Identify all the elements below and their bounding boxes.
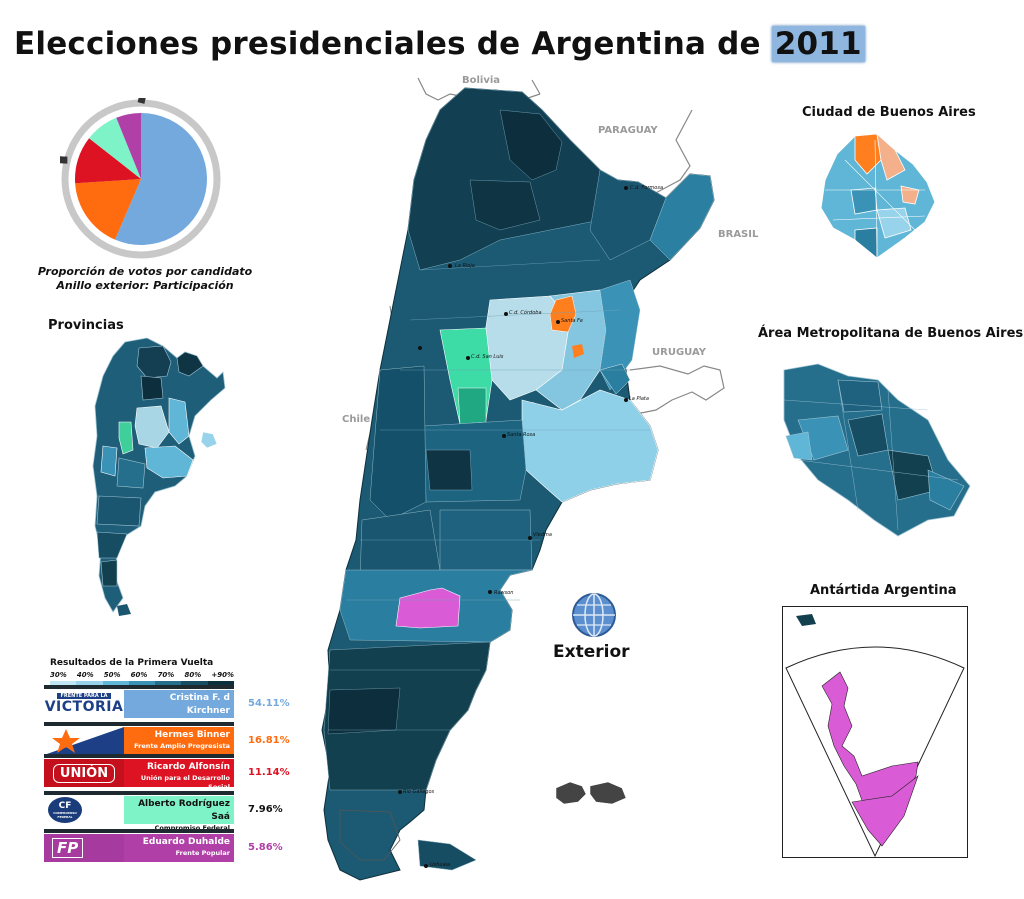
pie-caption-line2: Anillo exterior: Participación <box>56 279 234 292</box>
candidate-stripe <box>44 685 234 689</box>
country-label-brasil: BRASIL <box>718 229 759 240</box>
globe-icon <box>572 593 616 637</box>
antartida-map <box>782 606 968 858</box>
party-logo: FP <box>44 834 124 862</box>
scale-label: 60% <box>130 671 148 679</box>
candidate-stripe <box>44 722 234 726</box>
argentina-main-map <box>321 77 725 881</box>
pie-caption-line1: Proporción de votos por candidato <box>37 265 253 278</box>
pie-caption: Proporción de votos por candidato Anillo… <box>30 265 260 293</box>
antartida-label: Antártida Argentina <box>810 583 957 598</box>
scale-swatch <box>207 681 234 686</box>
amba-map <box>783 363 971 537</box>
candidate-percentage: 54.11% <box>248 698 290 709</box>
candidate-percentage: 16.81% <box>248 735 290 746</box>
caba-label: Ciudad de Buenos Aires <box>802 105 976 120</box>
pie-slices <box>75 113 208 245</box>
page-title: Elecciones presidenciales de Argentina d… <box>14 26 865 62</box>
region-buenos-aires <box>521 389 659 503</box>
candidate-row: CF COMPROMISO FEDERAL Alberto Rodríguez Sa… <box>44 791 234 832</box>
candidate-name: Alberto Rodríguez Saá <box>138 799 230 822</box>
scale-bar <box>50 681 234 686</box>
scale-swatch <box>102 681 129 686</box>
title-year: 2011 <box>771 26 865 62</box>
title-text: Elecciones presidenciales de Argentina d… <box>14 26 761 62</box>
scale-labels: 30% 40% 50% 60% 70% 80% +90% <box>50 671 234 679</box>
party-logo-text: UNIÓN <box>52 763 116 783</box>
candidate-info: Alberto Rodríguez Saá Compromiso Federal <box>124 796 234 832</box>
party-logo: CF COMPROMISO FEDERAL <box>44 796 124 824</box>
scale-label: 80% <box>184 671 202 679</box>
scale-swatch <box>181 681 208 686</box>
party-name: Frente Amplio Progresista <box>134 742 230 750</box>
candidate-percentage: 11.14% <box>248 767 290 778</box>
country-label-paraguay: PARAGUAY <box>598 125 658 136</box>
party-logo: FRENTE PARA LA VICTORIA <box>44 690 124 718</box>
candidate-info: Hermes Binner Frente Amplio Progresista <box>124 727 234 755</box>
exterior-label: Exterior <box>553 642 630 662</box>
party-logo-text: FP <box>52 838 84 858</box>
candidate-stripe <box>44 754 234 758</box>
malvinas-islands <box>555 781 627 805</box>
party-logo-sub: COMPROMISO FEDERAL <box>53 810 77 819</box>
scale-swatch <box>155 681 182 686</box>
country-label-chile: Chile <box>342 414 371 425</box>
party-name: Frente Popular <box>175 849 230 857</box>
pie-slice <box>116 113 141 179</box>
candidate-stripe <box>44 791 234 795</box>
region-chubut-duhalde <box>395 587 461 629</box>
candidate-percentage: 7.96% <box>248 804 283 815</box>
party-logo: UNIÓN <box>44 759 124 787</box>
scale-label: 40% <box>76 671 94 679</box>
provincias-label: Provincias <box>48 318 124 333</box>
city-markers <box>398 186 628 868</box>
candidate-row: FP Eduardo Duhalde Frente Popular <box>44 829 234 862</box>
border-uruguay <box>629 365 725 415</box>
scale-swatch <box>50 681 77 686</box>
results-title: Resultados de la Primera Vuelta <box>50 658 214 668</box>
antarctic-peninsula <box>821 671 919 821</box>
star-icon <box>44 727 124 755</box>
candidate-stripe <box>44 829 234 833</box>
party-logo-top: FRENTE PARA LA <box>57 693 111 699</box>
pie-slice <box>89 117 141 179</box>
scale-swatch <box>76 681 103 686</box>
party-name: Unión para el Desarrollo Social <box>140 774 230 791</box>
candidate-row: FRENTE PARA LA VICTORIA Cristina F. d Kirc… <box>44 685 234 726</box>
scale-swatch <box>128 681 156 686</box>
pie-slice <box>75 179 141 240</box>
party-logo-text: VICTORIA <box>44 699 124 715</box>
amba-label: Área Metropolitana de Buenos Aires <box>758 326 1024 341</box>
candidate-row: UNIÓN Ricardo Alfonsín Unión para el Desar… <box>44 754 234 791</box>
candidate-row: Hermes Binner Frente Amplio Progresista <box>44 722 234 755</box>
country-label-uruguay: URUGUAY <box>652 347 706 358</box>
candidate-info: Eduardo Duhalde Frente Popular <box>124 834 234 862</box>
provincias-map <box>92 337 226 616</box>
party-name: Compromiso Federal <box>154 824 230 832</box>
caba-map <box>820 132 936 259</box>
candidate-name: Cristina F. d Kirchner <box>169 693 230 716</box>
pie-slice <box>75 138 141 184</box>
candidate-name: Ricardo Alfonsín <box>146 762 230 772</box>
scale-label: +90% <box>211 671 234 679</box>
candidate-name: Hermes Binner <box>154 730 230 740</box>
scale-label: 30% <box>50 671 67 679</box>
candidate-name: Eduardo Duhalde <box>142 837 230 847</box>
vote-share-pie <box>60 98 221 259</box>
party-logo-badge: CF COMPROMISO FEDERAL <box>48 797 82 823</box>
party-logo <box>44 727 124 755</box>
country-label-bolivia: Bolivia <box>462 75 501 86</box>
candidate-percentage: 5.86% <box>248 842 283 853</box>
candidate-info: Ricardo Alfonsín Unión para el Desarrollo… <box>124 759 234 791</box>
pie-slice <box>115 113 208 245</box>
scale-label: 50% <box>103 671 121 679</box>
scale-label: 70% <box>157 671 175 679</box>
candidate-info: Cristina F. d KirchnerFrente para la Vic… <box>124 690 234 726</box>
party-logo-text: CF <box>58 800 72 811</box>
